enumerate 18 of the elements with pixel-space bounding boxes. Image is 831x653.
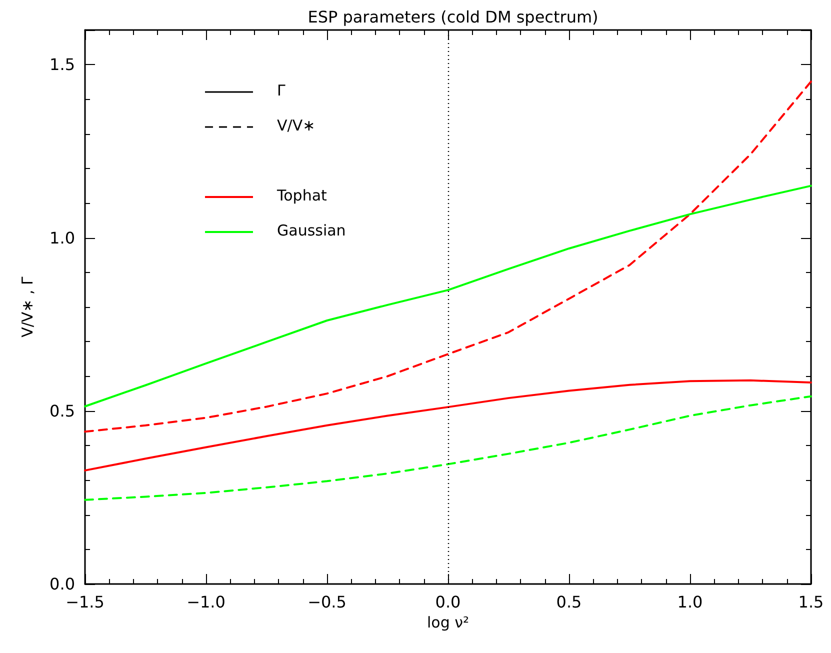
y-axis-title: V/V∗ , Γ (18, 276, 36, 338)
annotation: V/V∗ (277, 116, 316, 134)
annotation: Tophat (276, 186, 328, 204)
annotation: Γ (277, 82, 286, 100)
x-axis-title: log ν² (426, 613, 470, 632)
y-tick-label: 0.5 (50, 401, 75, 420)
x-tick-label: 0.5 (556, 592, 582, 612)
x-tick-label: 1.0 (677, 592, 703, 612)
x-tick-label: −0.5 (308, 592, 346, 612)
y-tick-label: 1.5 (50, 55, 75, 74)
x-tick-label: −1.5 (66, 592, 104, 612)
y-tick-label: 1.0 (50, 228, 75, 248)
y-tick-label: 0.0 (50, 574, 75, 594)
annotation: Gaussian (277, 222, 346, 240)
chart-title: ESP parameters (cold DM spectrum) (308, 8, 598, 26)
x-tick-label: 0.0 (435, 592, 461, 612)
x-tick-label: 1.5 (798, 592, 824, 612)
x-tick-label: −1.0 (186, 592, 226, 612)
